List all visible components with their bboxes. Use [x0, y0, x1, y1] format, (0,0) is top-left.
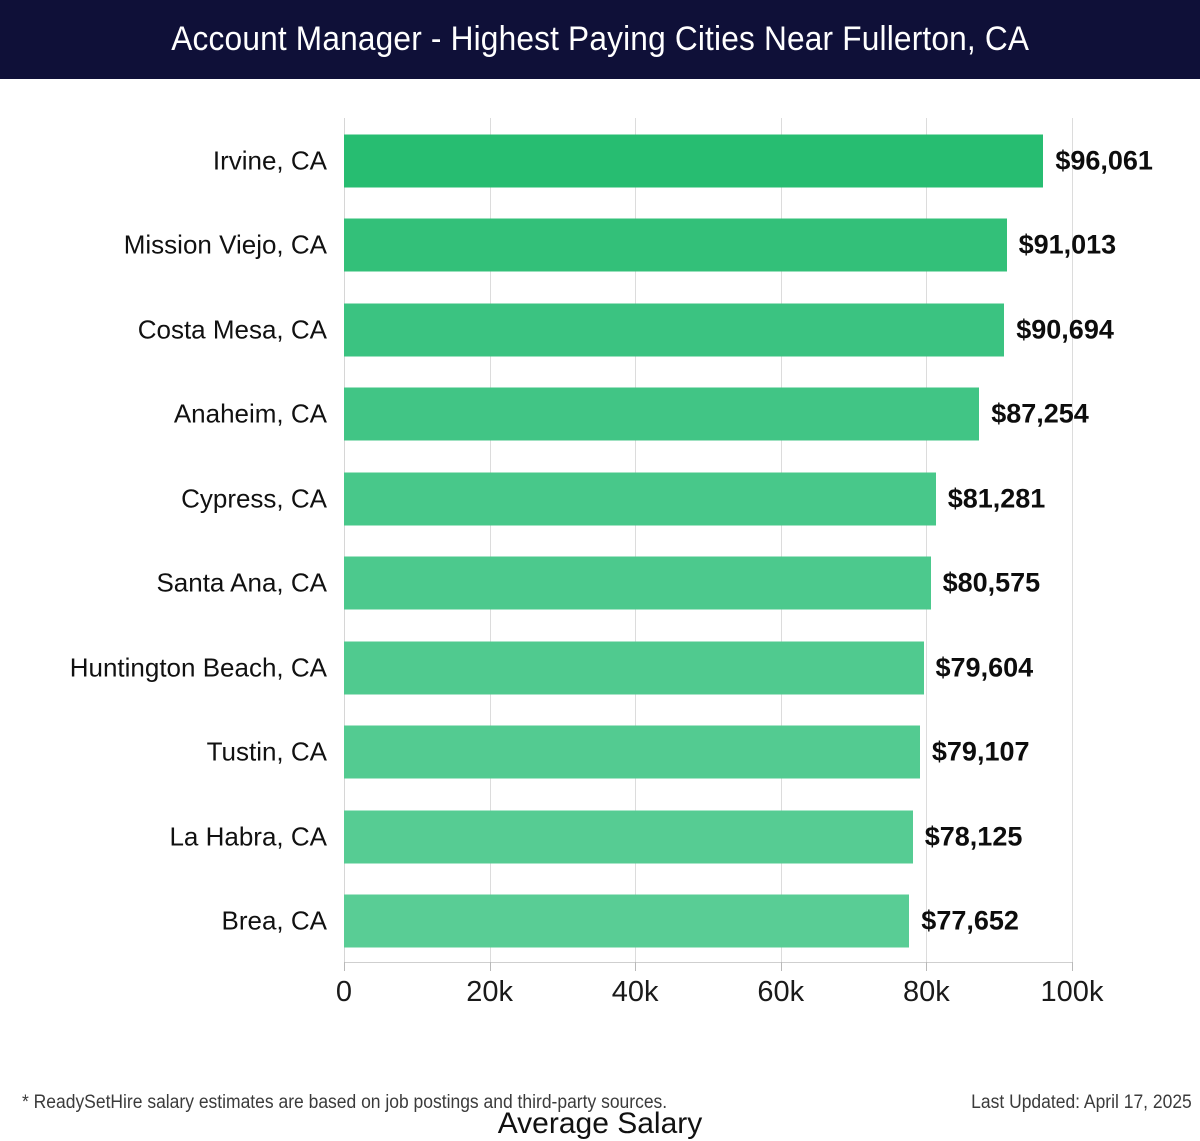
bar-row[interactable]: Brea, CA $77,652: [0, 879, 1200, 964]
bar-row[interactable]: Irvine, CA $96,061: [0, 118, 1200, 203]
bar-category-label: Brea, CA: [221, 905, 328, 936]
chart-title: Account Manager - Highest Paying Cities …: [171, 20, 1029, 58]
bar-row[interactable]: Costa Mesa, CA $90,694: [0, 287, 1200, 372]
bar-row[interactable]: Tustin, CA $79,107: [0, 710, 1200, 795]
x-tick-label: 80k: [903, 976, 950, 1008]
bar-row[interactable]: La Habra, CA $78,125: [0, 794, 1200, 879]
chart-footer: * ReadySetHire salary estimates are base…: [0, 1092, 1200, 1140]
x-tick-label: 0: [335, 976, 353, 1008]
bar-row[interactable]: Santa Ana, CA $80,575: [0, 541, 1200, 626]
gridline-0: [344, 118, 345, 962]
bar[interactable]: [344, 472, 936, 525]
bar[interactable]: [344, 725, 920, 779]
footer-disclaimer: * ReadySetHire salary estimates are base…: [22, 1092, 668, 1113]
bar[interactable]: [344, 894, 910, 948]
x-tick-label: 40k: [611, 976, 659, 1008]
x-tick-mark-100k: [1072, 962, 1073, 971]
plot-area: [344, 118, 1073, 962]
x-tick-mark-60k: [780, 962, 782, 971]
bar-value-label: $80,575: [942, 567, 1041, 598]
bar-category-label: La Habra, CA: [169, 821, 327, 851]
bar-value-label: $91,013: [1018, 229, 1117, 260]
chart-plot-region: 0 20k 40k 60k 80k 100k Average Salary Irvine,…: [0, 79, 1200, 1140]
bar-value-label: $79,604: [935, 652, 1034, 682]
bar[interactable]: [344, 810, 913, 863]
bar-row[interactable]: Cypress, CA $81,281: [0, 456, 1200, 541]
bar-category-label: Cypress, CA: [181, 483, 327, 513]
gridline-80k: [926, 118, 928, 962]
footer-last-updated: Last Updated: April 17, 2025: [971, 1092, 1192, 1113]
x-axis-label: Average Salary: [497, 1107, 703, 1140]
bar-value-label: $79,107: [931, 736, 1030, 767]
gridline-20k: [489, 118, 491, 962]
gridline-60k: [780, 118, 782, 962]
bar-value-label: $90,694: [1016, 314, 1114, 344]
bar-category-label: Santa Ana, CA: [156, 567, 327, 598]
bar-category-label: Irvine, CA: [212, 145, 327, 175]
x-tick-mark-40k: [635, 962, 637, 971]
bar-category-label: Costa Mesa, CA: [137, 314, 327, 344]
bar-category-label: Huntington Beach, CA: [69, 652, 327, 682]
bar[interactable]: [344, 218, 1007, 272]
gridline-40k: [635, 118, 637, 962]
bar-value-label: $96,061: [1055, 145, 1153, 175]
bar-value-label: $78,125: [924, 821, 1023, 851]
bar-category-label: Tustin, CA: [206, 736, 327, 767]
bar[interactable]: [344, 303, 1005, 356]
bar[interactable]: [344, 556, 931, 610]
bar[interactable]: [344, 134, 1044, 187]
x-tick-label: 60k: [757, 976, 805, 1008]
bar-value-label: $81,281: [947, 483, 1046, 513]
bar[interactable]: [344, 641, 924, 694]
x-tick-label: 20k: [466, 976, 513, 1008]
bar[interactable]: [344, 387, 980, 441]
bar-row[interactable]: Anaheim, CA $87,254: [0, 372, 1200, 457]
x-tick-label: 100k: [1040, 976, 1104, 1008]
x-axis-line: [344, 962, 1072, 963]
bar-row[interactable]: Mission Viejo, CA $91,013: [0, 203, 1200, 288]
bar-row[interactable]: Huntington Beach, CA $79,604: [0, 625, 1200, 710]
bar-category-label: Mission Viejo, CA: [123, 229, 327, 260]
x-tick-mark-20k: [489, 962, 491, 971]
gridline-100k: [1072, 118, 1073, 962]
bar-category-label: Anaheim, CA: [173, 398, 327, 429]
x-tick-mark-0: [344, 962, 345, 971]
bar-value-label: $87,254: [991, 398, 1089, 429]
chart-header-bar: Account Manager - Highest Paying Cities …: [0, 0, 1200, 79]
bar-value-label: $77,652: [921, 905, 1019, 936]
x-tick-mark-80k: [926, 962, 928, 971]
